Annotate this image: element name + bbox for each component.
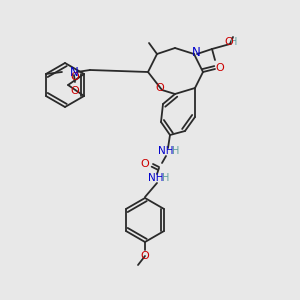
Text: O: O [156,83,164,93]
Text: O: O [225,37,233,47]
Text: N: N [70,65,78,79]
Text: O: O [216,63,224,73]
Text: O: O [141,159,149,169]
Text: N: N [192,46,200,59]
Text: NH: NH [158,146,174,156]
Text: H: H [230,37,238,47]
Text: H: H [162,173,170,183]
Text: O: O [71,86,80,97]
Text: O: O [141,251,149,261]
Text: O: O [71,71,80,82]
Text: NH: NH [148,173,164,183]
Text: H: H [172,146,180,156]
